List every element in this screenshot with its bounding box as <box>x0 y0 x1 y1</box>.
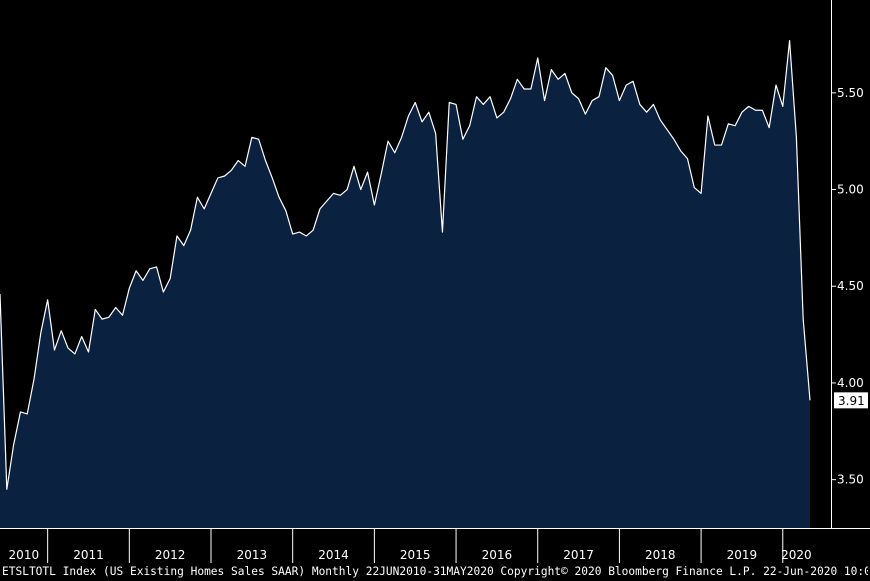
y-tick-label: 4.50 <box>837 279 864 293</box>
x-tick-label: 2014 <box>318 548 349 562</box>
x-tick-label: 2010 <box>9 548 40 562</box>
axes <box>0 0 870 529</box>
last-value-marker: 3.91 <box>834 392 868 409</box>
y-axis-ticks: 3.50 4.00 4.50 5.00 5.50 <box>831 86 864 487</box>
x-tick-label: 2018 <box>645 548 676 562</box>
series-line <box>0 40 811 490</box>
x-tick-label: 2013 <box>237 548 268 562</box>
x-tick-label: 2020 <box>781 548 812 562</box>
y-tick-label: 3.50 <box>837 473 864 487</box>
last-value-box <box>834 392 868 409</box>
area-series <box>0 40 811 529</box>
x-tick-label: 2012 <box>155 548 186 562</box>
x-tick-label: 2011 <box>73 548 104 562</box>
x-tick-label: 2016 <box>482 548 513 562</box>
last-value-label: 3.91 <box>838 394 865 408</box>
x-tick-label: 2015 <box>400 548 431 562</box>
x-tick-label: 2017 <box>563 548 594 562</box>
area-fill <box>0 40 810 529</box>
y-tick-label: 5.50 <box>837 86 864 100</box>
chart-footer: ETSLTOTL Index (US Existing Homes Sales … <box>2 565 868 578</box>
y-tick-label: 4.00 <box>837 376 864 390</box>
x-tick-label: 2019 <box>727 548 758 562</box>
y-tick-label: 5.00 <box>837 183 864 197</box>
x-axis-ticks: 2010 2011 2012 2013 2014 2015 2016 2017 2018 2019… <box>9 528 812 563</box>
